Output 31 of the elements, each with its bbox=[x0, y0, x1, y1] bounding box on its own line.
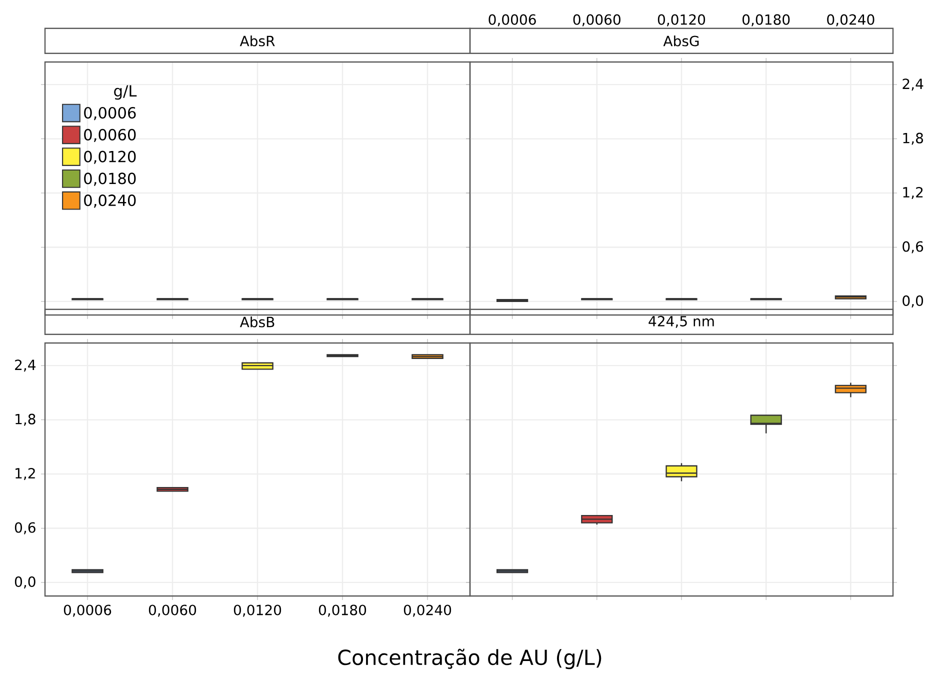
legend-label: 0,0006 bbox=[84, 106, 136, 120]
y-tick-label: 0,0 bbox=[902, 295, 924, 308]
x-tick-label: 0,0060 bbox=[573, 14, 620, 26]
legend-title: g/L bbox=[114, 85, 137, 100]
y-tick-label: 0,0 bbox=[14, 576, 36, 588]
y-tick-label: 0,6 bbox=[14, 522, 36, 534]
x-tick-label: 0,0240 bbox=[404, 604, 452, 617]
x-tick-label: 0,0180 bbox=[318, 604, 366, 617]
x-tick-label: 0,0180 bbox=[742, 14, 790, 26]
x-tick-label: 0,0240 bbox=[827, 14, 874, 26]
y-tick-label: 1,2 bbox=[903, 186, 923, 200]
legend-label: 0,0180 bbox=[84, 172, 136, 186]
legend-label: 0,0240 bbox=[84, 194, 136, 208]
chart-title: AbsR bbox=[240, 35, 275, 46]
y-tick-label: 1,8 bbox=[16, 414, 36, 426]
x-tick-label: 0,0006 bbox=[488, 14, 536, 26]
x-tick-label: 0,0006 bbox=[64, 604, 112, 617]
x-axis-title: Concentração de AU (g/L) bbox=[338, 648, 602, 670]
y-tick-label: 2,4 bbox=[902, 78, 924, 91]
legend-label: 0,0060 bbox=[84, 128, 136, 142]
x-tick-label: 0,0120 bbox=[658, 14, 706, 26]
x-tick-label: 0,0060 bbox=[148, 604, 196, 617]
chart-title: AbsB bbox=[240, 316, 274, 328]
legend-label: 0,0120 bbox=[84, 150, 136, 164]
y-tick-label: 0,6 bbox=[902, 241, 924, 254]
x-tick-label: 0,0120 bbox=[234, 604, 282, 617]
y-tick-label: 1,2 bbox=[16, 468, 35, 480]
chart-title: 424,5 nm bbox=[648, 316, 714, 328]
y-tick-label: 2,4 bbox=[15, 360, 36, 372]
y-tick-label: 1,8 bbox=[903, 132, 924, 145]
chart-title: AbsG bbox=[663, 35, 699, 46]
